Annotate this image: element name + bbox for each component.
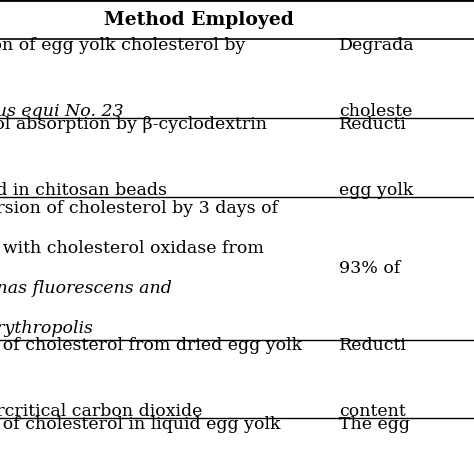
Text: n with cholesterol oxidase from: n with cholesterol oxidase from (0, 239, 264, 256)
Text: 93% of: 93% of (339, 260, 400, 276)
Text: The egg: The egg (339, 416, 410, 433)
Text: rol absorption by β-cyclodextrin: rol absorption by β-cyclodextrin (0, 116, 267, 133)
Text: ercritical carbon dioxide: ercritical carbon dioxide (0, 403, 202, 420)
Text: cus equi No. 23: cus equi No. 23 (0, 103, 123, 120)
Text: erythropolis: erythropolis (0, 319, 92, 337)
Text: onas fluorescens and: onas fluorescens and (0, 280, 172, 297)
Text: ersion of cholesterol by 3 days of: ersion of cholesterol by 3 days of (0, 200, 278, 217)
Text: content: content (339, 403, 406, 420)
Text: Reducti: Reducti (339, 337, 407, 355)
Text: Degrada: Degrada (339, 37, 415, 54)
Text: ed in chitosan beads: ed in chitosan beads (0, 182, 167, 199)
Text: Reducti: Reducti (339, 116, 407, 133)
Text: choleste: choleste (339, 103, 412, 120)
Text: n of cholesterol from dried egg yolk: n of cholesterol from dried egg yolk (0, 337, 302, 355)
Text: Method Employed: Method Employed (104, 11, 294, 28)
Text: n of cholesterol in liquid egg yolk: n of cholesterol in liquid egg yolk (0, 416, 280, 433)
Text: egg yolk: egg yolk (339, 182, 413, 199)
Text: ion of egg yolk cholesterol by: ion of egg yolk cholesterol by (0, 37, 245, 54)
